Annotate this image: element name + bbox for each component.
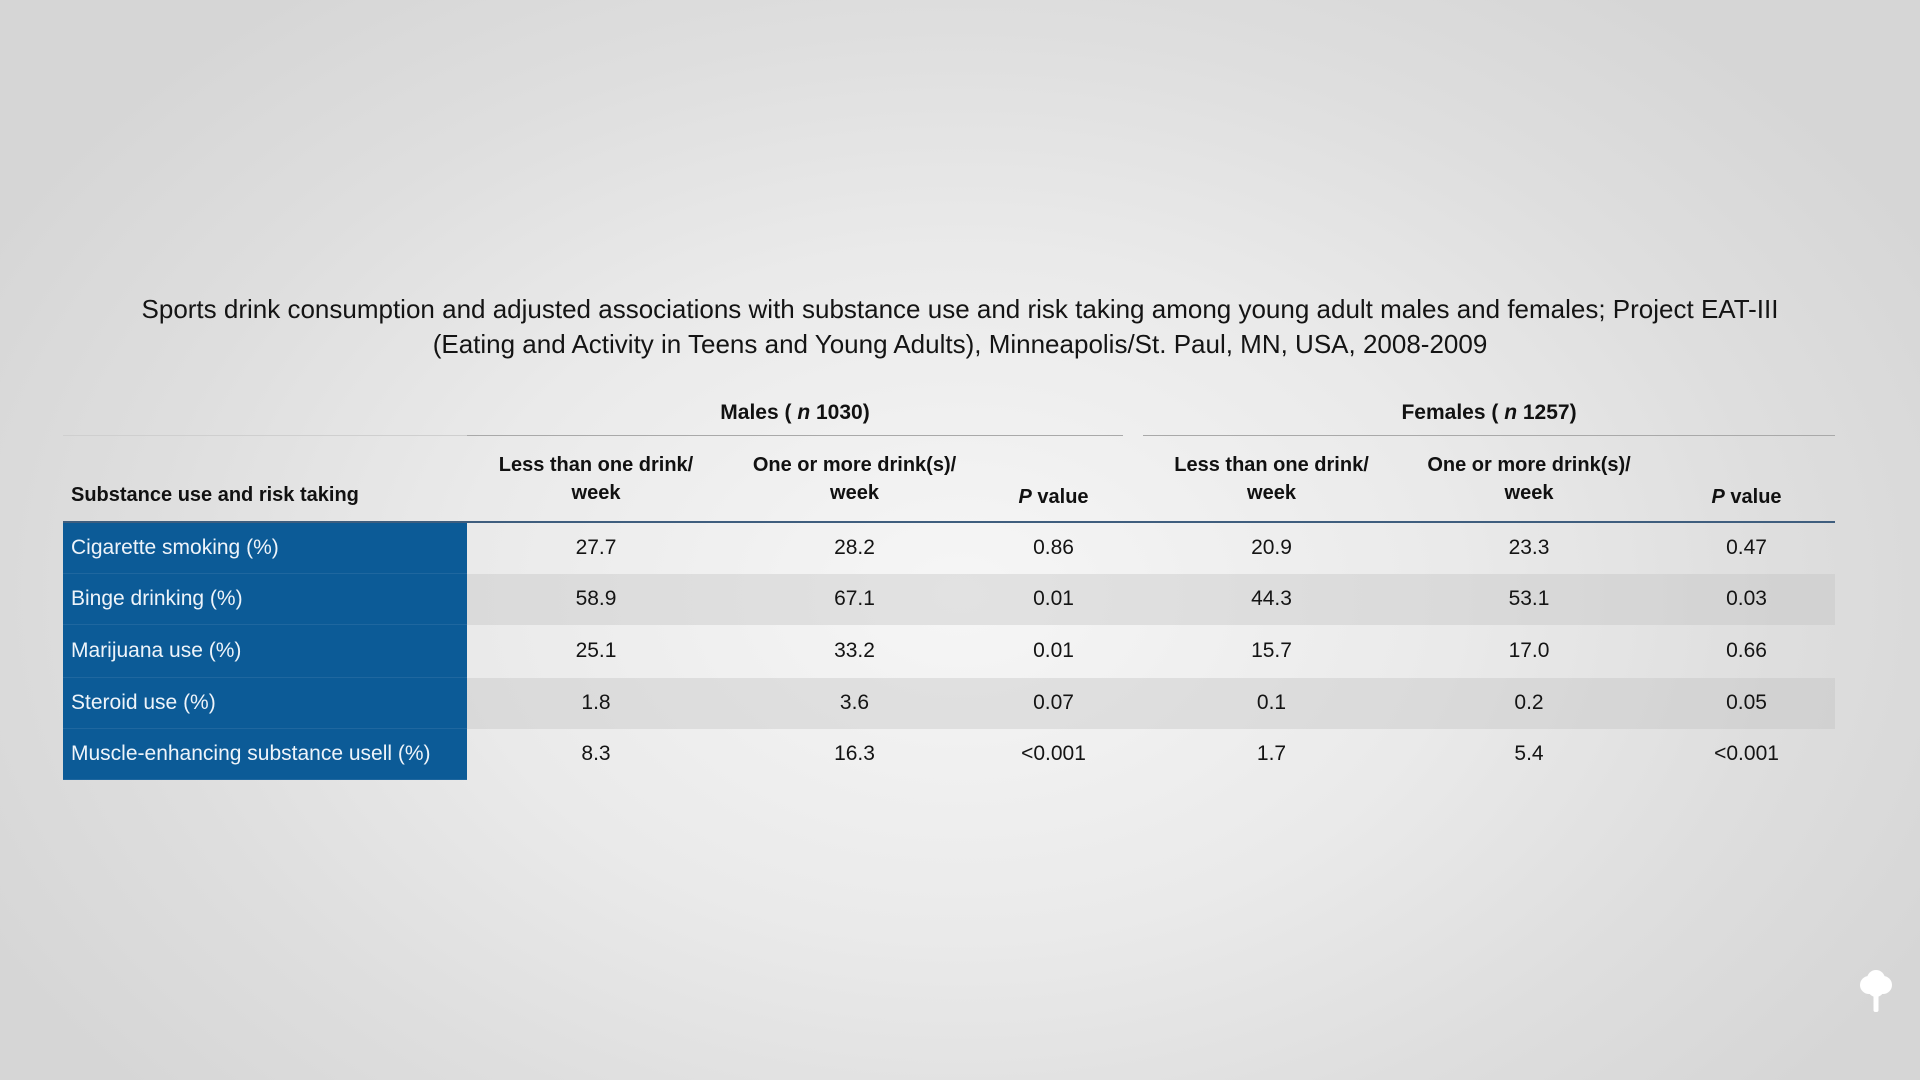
males-less-value: 58.9: [467, 573, 725, 625]
group-gap: [1123, 388, 1143, 436]
row-gap: [1123, 573, 1144, 625]
table-title-line-2: (Eating and Activity in Teens and Young …: [432, 329, 1488, 359]
row-header-label: Substance use and risk taking: [63, 435, 467, 523]
row-gap: [1123, 729, 1143, 780]
males-more-value: 33.2: [834, 639, 875, 662]
females-p-value: 0.03: [1658, 573, 1836, 625]
females-header-count: 1257): [1517, 400, 1577, 424]
row-gap: [1123, 677, 1144, 729]
males-more-header: One or more drink(s)/ week: [725, 435, 984, 523]
column-gap: [1123, 435, 1144, 523]
males-header-prefix: Males (: [720, 400, 798, 424]
table-row: Binge drinking (%) 58.9 67.1 0.01 44.3 5…: [63, 573, 1836, 625]
females-header-prefix: Females (: [1401, 400, 1505, 424]
males-less-value: 25.1: [575, 639, 617, 662]
females-more-value: 53.1: [1400, 573, 1659, 625]
males-less-header-line-1: Less than one drink/: [498, 453, 694, 476]
row-label: Steroid use (%): [63, 677, 467, 729]
males-p-value: <0.001: [1021, 742, 1086, 765]
row-label: Binge drinking (%): [63, 573, 467, 625]
males-p-symbol: P: [1018, 486, 1032, 508]
males-p-label: value: [1031, 486, 1089, 508]
males-less-header: Less than one drink/week: [467, 435, 725, 523]
table-row: Cigarette smoking (%) 27.7 28.2 0.86 20.…: [63, 522, 1835, 574]
females-p-value: 0.05: [1658, 677, 1836, 729]
males-p-value: 0.01: [1033, 639, 1074, 662]
row-gap: [1123, 522, 1143, 574]
females-more-header: One or more drink(s)/ week: [1400, 435, 1659, 523]
males-n-symbol: n: [797, 400, 811, 424]
group-header-row: Males ( n 1030) Females ( n 1257): [63, 388, 1836, 436]
row-label: Cigarette smoking (%): [63, 522, 467, 574]
females-less-value: 0.1: [1143, 677, 1401, 729]
females-p-value: <0.001: [1714, 742, 1779, 765]
males-more-header-line-2: week: [830, 481, 879, 504]
group-header-empty: [63, 388, 467, 436]
results-table: Males ( n 1030) Females ( n 1257) Substa…: [63, 388, 1836, 780]
males-more-value: 3.6: [725, 677, 984, 729]
males-p-value: 0.86: [1033, 536, 1074, 560]
females-more-value: 5.4: [1514, 742, 1544, 765]
females-more-value: 23.3: [1508, 536, 1550, 560]
row-label: Muscle-enhancing substance usell (%): [63, 728, 467, 780]
males-more-value: 67.1: [725, 573, 984, 625]
males-less-value: 27.7: [575, 536, 617, 560]
females-more-header-line-2: week: [1504, 481, 1554, 504]
females-more-value: 17.0: [1508, 639, 1550, 662]
males-p-value-header: P value: [984, 435, 1124, 523]
females-p-label: value: [1724, 486, 1782, 508]
females-less-header-line-1: Less than one drink/: [1174, 453, 1369, 476]
females-more-header-line-1: One or more drink(s)/: [1427, 453, 1631, 476]
table-body: Cigarette smoking (%) 27.7 28.2 0.86 20.…: [63, 522, 1836, 780]
females-p-symbol: P: [1711, 486, 1725, 508]
females-less-value: 44.3: [1143, 573, 1401, 625]
males-less-value: 1.8: [467, 677, 725, 729]
females-less-header-line-2: week: [1247, 481, 1296, 504]
females-less-value: 1.7: [1256, 742, 1287, 765]
table-title-line-1: Sports drink consumption and adjusted as…: [141, 294, 1779, 324]
table-title: Sports drink consumption and adjusted as…: [40, 292, 1880, 362]
females-p-value: 0.66: [1726, 639, 1767, 662]
females-more-value: 0.2: [1400, 677, 1659, 729]
males-header-count: 1030): [810, 400, 870, 424]
tree-logo-icon: [1860, 970, 1892, 1012]
males-p-value: 0.07: [984, 677, 1124, 729]
row-gap: [1123, 625, 1143, 678]
females-less-value: 20.9: [1251, 536, 1292, 560]
females-p-value: 0.47: [1726, 536, 1767, 560]
table-row: Muscle-enhancing substance usell (%) 8.3…: [63, 728, 1835, 780]
results-table-container: Males ( n 1030) Females ( n 1257) Substa…: [63, 388, 1836, 780]
males-more-value: 28.2: [834, 536, 875, 560]
row-label: Marijuana use (%): [63, 624, 467, 678]
females-n-symbol: n: [1504, 400, 1518, 424]
table-row: Steroid use (%) 1.8 3.6 0.07 0.1 0.2 0.0…: [63, 677, 1836, 729]
males-less-header-line-2: week: [571, 481, 621, 504]
males-less-value: 8.3: [581, 742, 611, 765]
males-p-value: 0.01: [984, 573, 1124, 625]
column-header-row: Substance use and risk taking Less than …: [63, 435, 1836, 523]
males-more-header-line-1: One or more drink(s)/: [752, 453, 957, 476]
females-group-header: Females ( n 1257): [1143, 388, 1836, 436]
females-less-value: 15.7: [1251, 639, 1292, 662]
females-p-value-header: P value: [1658, 435, 1836, 523]
table-row: Marijuana use (%) 25.1 33.2 0.01 15.7 17…: [63, 624, 1835, 678]
females-less-header: Less than one drink/week: [1143, 435, 1401, 523]
males-group-header: Males ( n 1030): [467, 388, 1124, 436]
males-more-value: 16.3: [834, 742, 875, 765]
